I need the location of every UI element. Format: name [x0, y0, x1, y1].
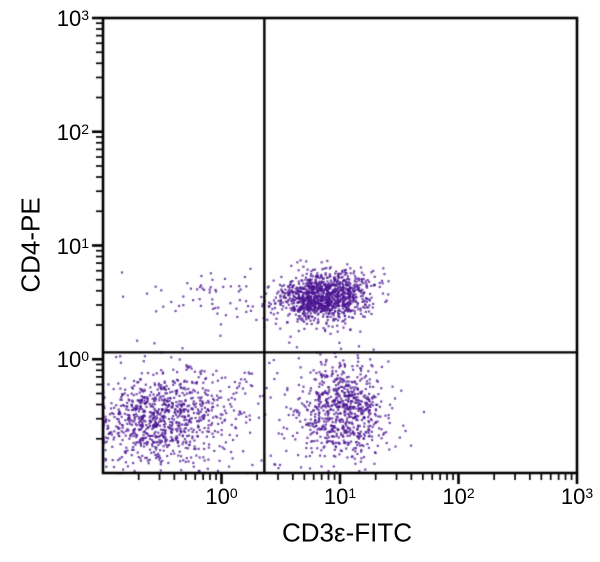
- x-tick-label-10e1: 101: [323, 484, 357, 509]
- y-tick-label-10e0: 100: [56, 347, 89, 373]
- x-tick-label-10e3: 103: [560, 484, 594, 509]
- x-axis-title: CD3ε-FITC: [281, 517, 413, 548]
- x-tick-label-10e0: 100: [205, 484, 238, 509]
- y-tick-label-10e3: 103: [56, 6, 89, 31]
- y-axis-title: CD4-PE: [15, 197, 46, 293]
- y-tick-label-10e1: 101: [56, 233, 89, 259]
- x-tick-label-10e2: 102: [442, 484, 475, 509]
- y-tick-label-10e2: 102: [56, 119, 89, 145]
